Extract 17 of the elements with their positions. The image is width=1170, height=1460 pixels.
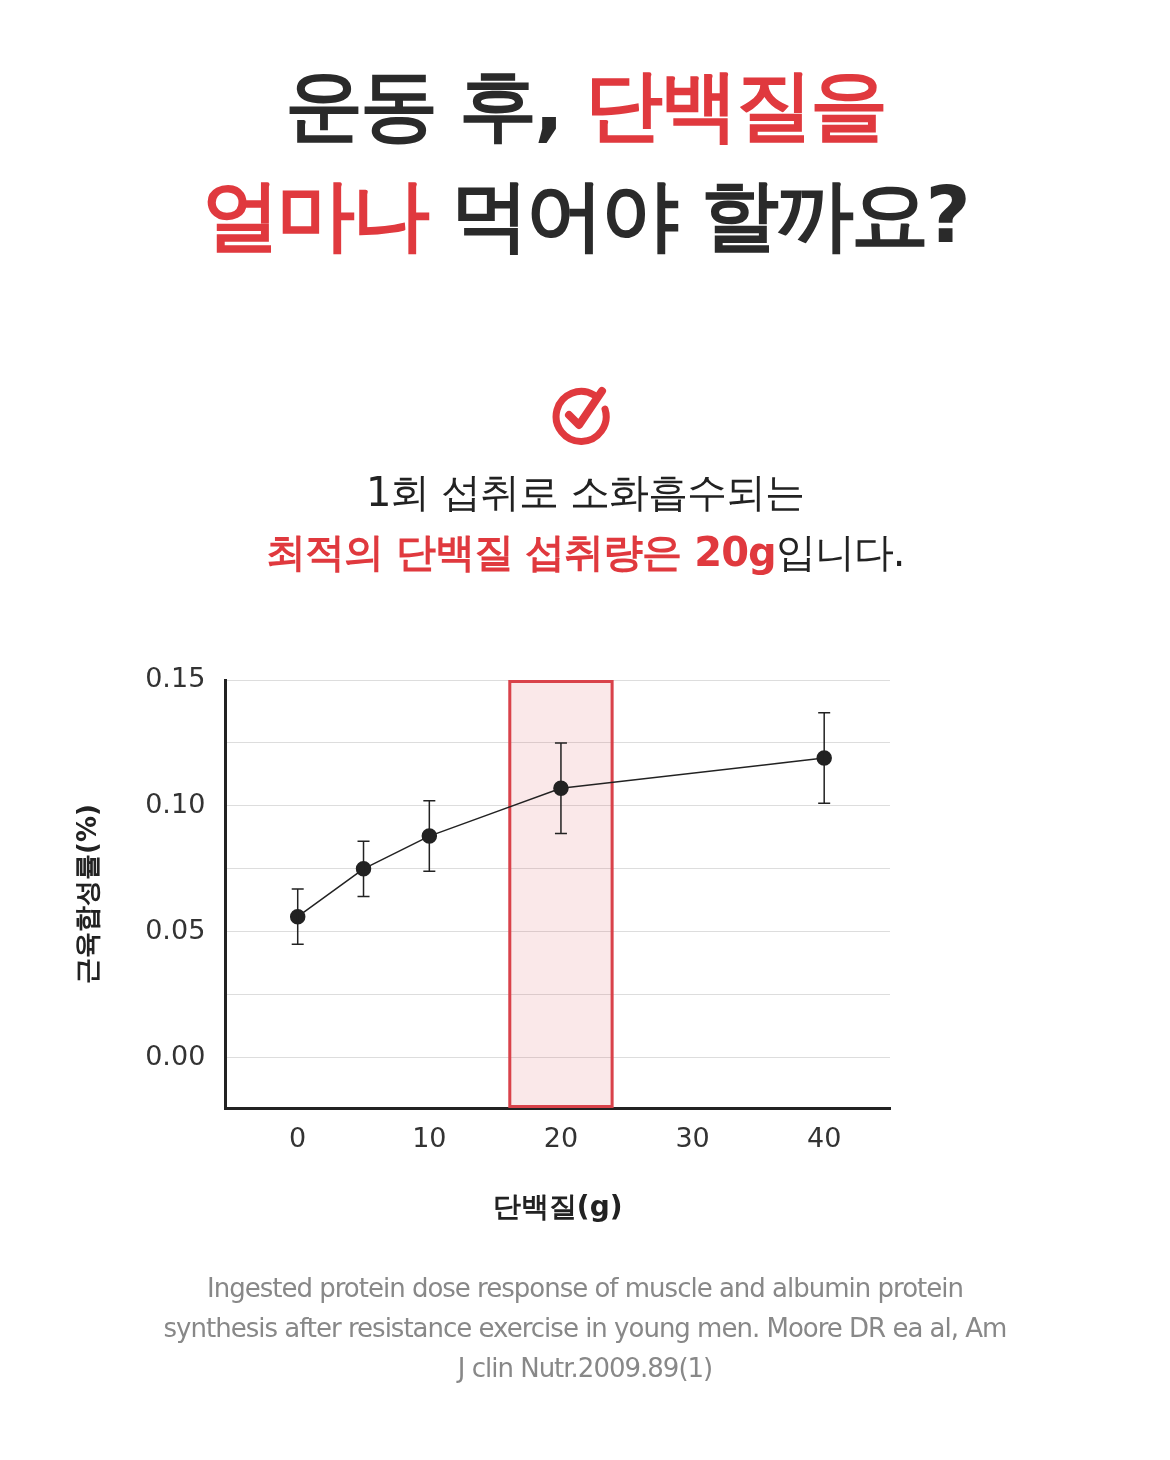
chart-title: 운동 후, 단백질을 얼마나 먹어야 할까요? bbox=[202, 60, 968, 260]
x-tick-label: 20 bbox=[543, 1122, 579, 1154]
y-tick-label: 0.10 bbox=[145, 787, 206, 819]
text: Ingested protein dose response of muscle and albumin protein synthesis after resistance exercise in young men. Moore DR ea al, Am J clin Nutr.2009.89(1) bbox=[162, 1272, 1008, 1385]
point bbox=[355, 861, 372, 877]
x-tick-label: 0 bbox=[289, 1122, 307, 1154]
y-tick-label: 0.05 bbox=[145, 913, 206, 945]
y-tick-label: 0.15 bbox=[145, 662, 206, 694]
x-tick-label: 10 bbox=[412, 1122, 447, 1154]
y-tick-label: 0.00 bbox=[145, 1039, 206, 1071]
y-axis-title: 근육합성률(%) bbox=[72, 804, 103, 984]
x-tick-label: 40 bbox=[807, 1122, 842, 1154]
x-tick-label: 30 bbox=[675, 1122, 710, 1154]
chart-subtitle: 1회 섭취로 소화흡수되는 최적의 단백질 섭취량은 20g입니다. bbox=[264, 468, 906, 577]
point bbox=[289, 908, 306, 925]
x-axis-title: 단백질(g) bbox=[492, 1190, 623, 1224]
point bbox=[421, 828, 438, 844]
